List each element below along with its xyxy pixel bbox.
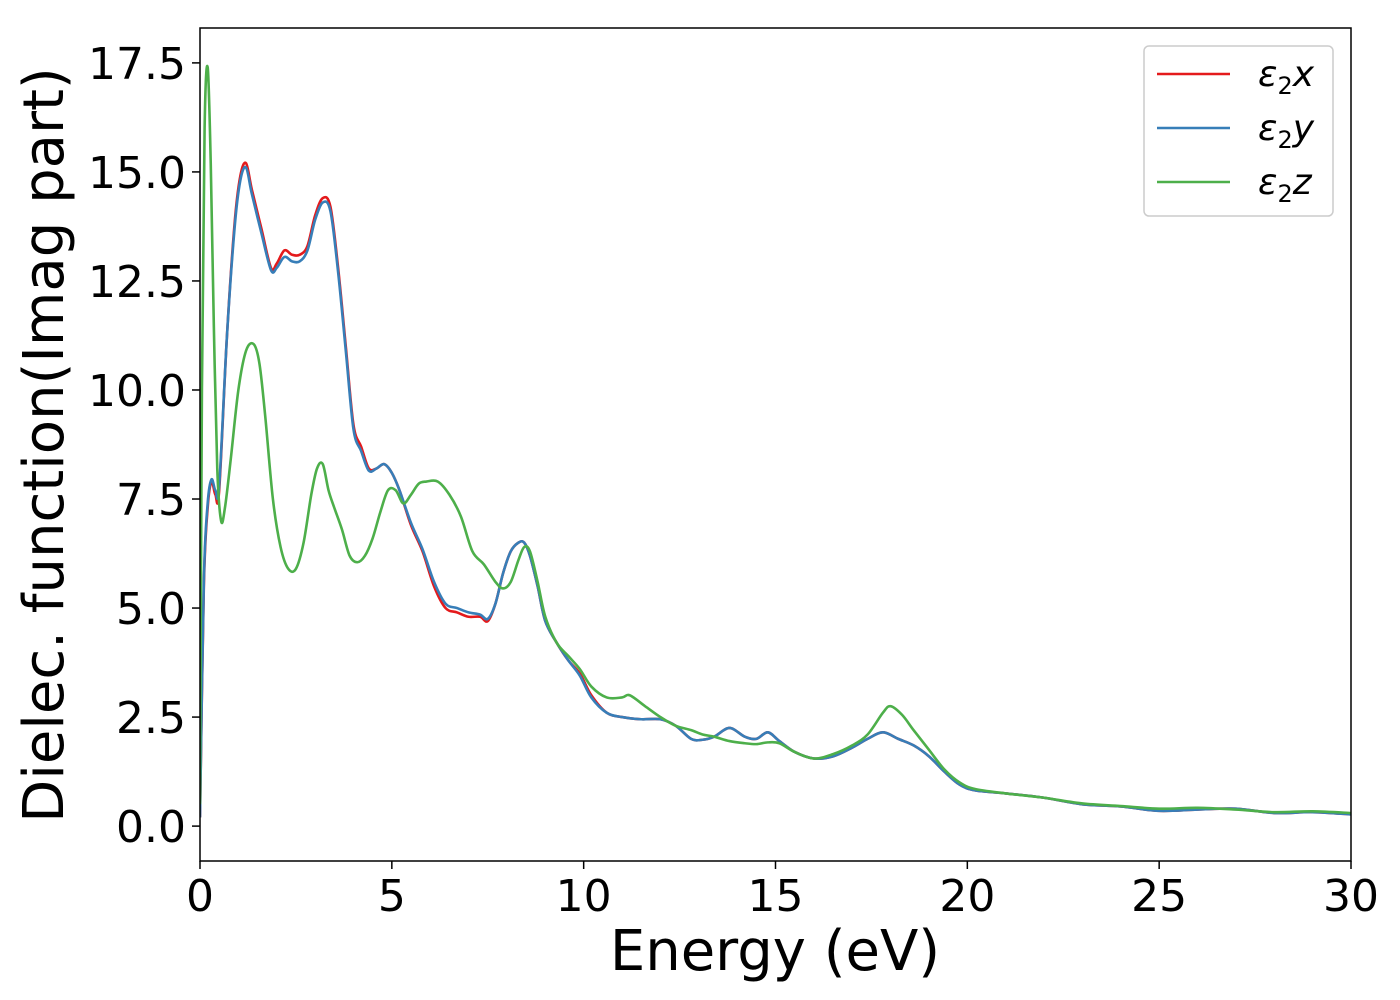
series-line-y (200, 165, 1351, 818)
x-tick-label: 0 (186, 871, 214, 922)
y-tick-label: 7.5 (116, 475, 186, 526)
y-tick-label: 0.0 (116, 802, 186, 853)
y-axis-title: Dielec. function(Imag part) (12, 67, 77, 823)
series-layer (200, 64, 1351, 818)
legend-label-y: ε2y (1258, 108, 1315, 154)
x-tick-label: 25 (1131, 871, 1187, 922)
y-tick-label: 15.0 (88, 148, 186, 199)
legend: ε2x ε2y ε2z (1143, 45, 1334, 217)
legend-label-x: ε2x (1258, 54, 1315, 100)
legend-label-z: ε2z (1258, 162, 1313, 208)
y-tick-label: 12.5 (88, 257, 186, 308)
x-axis: 0 5 10 15 20 25 30 (186, 861, 1379, 922)
y-tick-label: 17.5 (88, 39, 186, 90)
series-line-z (200, 64, 1351, 815)
y-tick-label: 10.0 (88, 366, 186, 417)
x-tick-label: 20 (939, 871, 995, 922)
y-tick-label: 2.5 (116, 693, 186, 744)
x-tick-label: 15 (748, 871, 804, 922)
x-tick-label: 5 (378, 871, 406, 922)
y-axis: 0.0 2.5 5.0 7.5 10.0 12.5 15.0 17.5 (88, 39, 200, 853)
x-tick-label: 30 (1323, 871, 1379, 922)
legend-box (1143, 45, 1334, 217)
x-tick-label: 10 (556, 871, 612, 922)
y-tick-label: 5.0 (116, 584, 186, 635)
x-axis-title: Energy (eV) (610, 919, 940, 984)
